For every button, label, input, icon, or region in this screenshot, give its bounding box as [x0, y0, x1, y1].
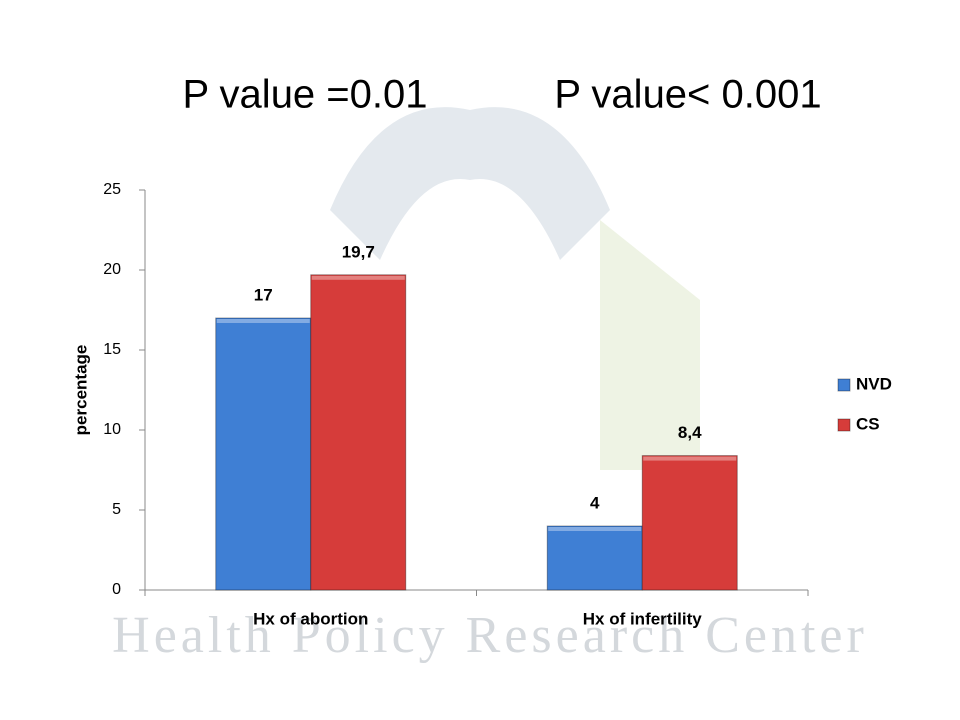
y-tick-label: 5	[112, 501, 121, 518]
x-tick-label: Hx of abortion	[253, 609, 368, 628]
legend-swatch	[837, 418, 851, 432]
bar-highlight	[548, 527, 642, 531]
y-axis-label: percentage	[71, 345, 90, 436]
bar	[641, 455, 738, 591]
legend-label: CS	[856, 414, 880, 433]
watermark-logo	[600, 220, 700, 470]
bar-highlight	[643, 456, 737, 461]
value-label: 17	[254, 285, 273, 304]
watermark-logo	[330, 107, 610, 260]
bar	[310, 274, 407, 591]
value-label: 19,7	[342, 242, 375, 261]
y-tick-label: 15	[103, 341, 121, 358]
annotation: P value< 0.001	[554, 73, 821, 117]
x-tick-label: Hx of infertility	[583, 609, 703, 628]
value-label: 4	[590, 493, 600, 512]
y-tick-label: 25	[103, 181, 121, 198]
y-tick-label: 0	[112, 581, 121, 598]
legend-label: NVD	[856, 374, 892, 393]
bar-highlight	[216, 319, 310, 323]
legend-swatch	[837, 378, 851, 392]
watermark-text: Health Policy Research Center	[112, 607, 868, 664]
bar	[546, 525, 643, 591]
y-tick-label: 20	[103, 261, 121, 278]
bar-highlight	[311, 275, 405, 280]
bar	[215, 317, 312, 591]
value-label: 8,4	[678, 423, 702, 442]
y-tick-label: 10	[103, 421, 121, 438]
annotation: P value =0.01	[182, 73, 427, 117]
